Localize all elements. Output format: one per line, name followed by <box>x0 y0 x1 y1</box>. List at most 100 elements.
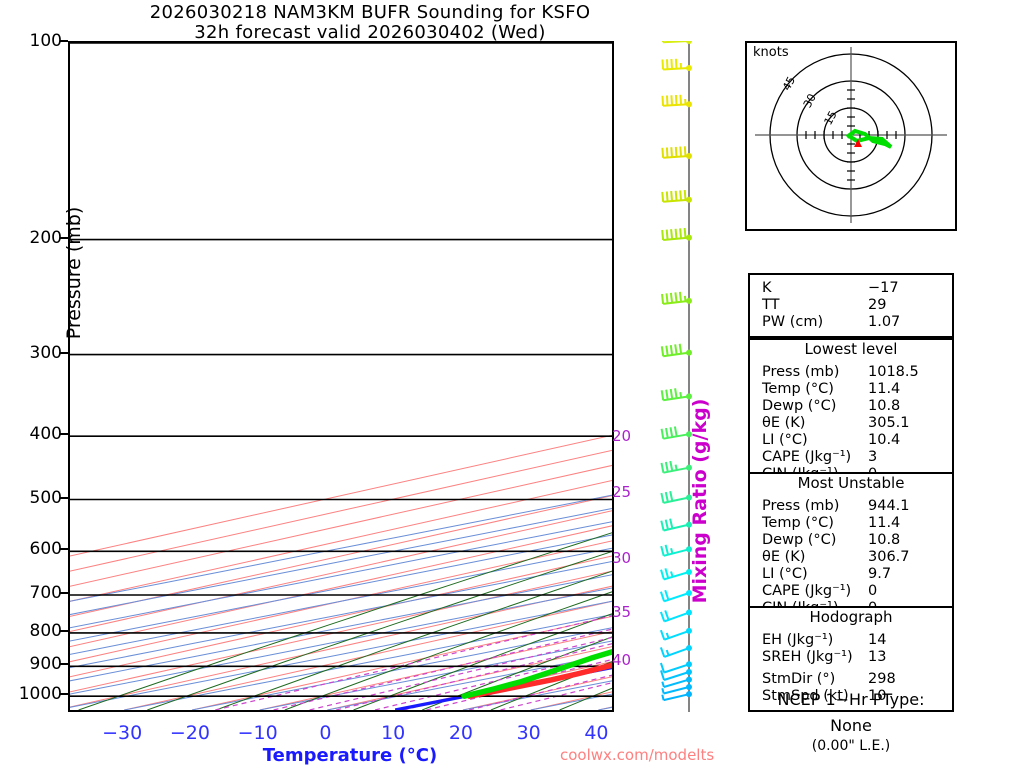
temperature-axis-label: Temperature (°C) <box>262 745 438 766</box>
wind-barb-column <box>659 41 692 712</box>
stat-key: CAPE (Jkg⁻¹) <box>762 449 852 465</box>
stat-value: 1018.5 <box>868 364 919 380</box>
wind-barb <box>661 146 692 160</box>
stat-key: Dewp (°C) <box>762 398 837 414</box>
temperature-tick--10: −10 <box>237 722 278 744</box>
pressure-tick-600: 600 <box>29 539 62 560</box>
stat-value: 0 <box>868 583 878 599</box>
stat-row: Dewp (°C) 10.8 <box>750 398 952 415</box>
wind-barb <box>660 388 692 402</box>
stat-row: SREH (Jkg⁻¹) 13 <box>750 649 952 666</box>
stat-row: LI (°C) 9.7 <box>750 566 952 583</box>
storm-motion-marker <box>854 139 862 147</box>
wind-barb <box>661 190 692 203</box>
stat-key: Temp (°C) <box>762 515 834 531</box>
stat-value: 305.1 <box>868 415 910 431</box>
ptype-panel: NCEP 1−Hr PType: None (0.00" L.E.) <box>745 690 957 754</box>
wind-barb <box>660 460 692 474</box>
stat-key: θE (K) <box>762 549 806 565</box>
stat-key: Dewp (°C) <box>762 532 837 548</box>
mixing-ratio-tick-35: 35 <box>612 603 632 621</box>
ptype-heading: NCEP 1−Hr PType: <box>773 690 929 712</box>
skewt-diagram[interactable] <box>68 41 614 712</box>
stat-key: EH (Jkg⁻¹) <box>762 632 834 648</box>
hodograph[interactable]: knots 15 30 45 <box>745 41 957 231</box>
panel-heading: Most Unstable <box>797 474 905 492</box>
stat-row: CAPE (Jkg⁻¹) 3 <box>750 449 952 466</box>
stat-key: θE (K) <box>762 415 806 431</box>
stat-key: TT <box>762 297 780 313</box>
pressure-tickmark <box>60 236 68 239</box>
wind-barb <box>660 568 692 581</box>
pressure-tickmark <box>60 548 68 551</box>
temperature-tick-0: 0 <box>319 722 332 744</box>
stat-value: 13 <box>868 649 887 665</box>
pressure-tickmark <box>60 351 68 354</box>
temperature-tick-40: 40 <box>584 722 609 744</box>
stat-key: SREH (Jkg⁻¹) <box>762 649 853 665</box>
stat-value: 9.7 <box>868 566 892 582</box>
stat-key: Press (mb) <box>762 498 840 514</box>
stat-row: θE (K) 305.1 <box>750 415 952 432</box>
stat-value: 11.4 <box>868 381 901 397</box>
stat-key: Press (mb) <box>762 364 840 380</box>
stat-value: 10.8 <box>868 398 901 414</box>
wind-barb <box>660 343 692 358</box>
stat-row: Temp (°C) 11.4 <box>750 515 952 532</box>
stat-value: 14 <box>868 632 887 648</box>
stat-value: 1.07 <box>868 314 901 330</box>
stat-key: K <box>762 280 772 296</box>
watermark: coolwx.com/modelts <box>560 746 715 764</box>
temperature-tick--20: −20 <box>169 722 210 744</box>
wind-barb <box>659 589 692 603</box>
temperature-tick-30: 30 <box>516 722 541 744</box>
stat-key: StmSpd (kt) <box>762 688 849 704</box>
stat-row: StmSpd (kt) 10 <box>750 688 952 705</box>
stat-row: Press (mb) 1018.5 <box>750 364 952 381</box>
svg-text:45: 45 <box>780 74 798 92</box>
pressure-tick-400: 400 <box>29 424 62 445</box>
ptype-value: None <box>830 716 872 735</box>
stat-row: θE (K) 306.7 <box>750 549 952 566</box>
mixing-ratio-tick-25: 25 <box>612 483 632 501</box>
wind-barb <box>661 227 692 241</box>
pressure-tick-500: 500 <box>29 487 62 508</box>
pressure-tick-100: 100 <box>29 31 62 51</box>
svg-text:15: 15 <box>822 109 840 127</box>
pressure-tick-200: 200 <box>29 227 62 248</box>
pressure-tickmark <box>60 433 68 436</box>
wind-barb <box>660 490 692 504</box>
stat-key: LI (°C) <box>762 432 808 448</box>
hodograph-units-label: knots <box>753 45 789 60</box>
pressure-tick-300: 300 <box>29 342 62 363</box>
isotherm-lines <box>70 434 612 710</box>
stat-row: EH (Jkg⁻¹) 14 <box>750 632 952 649</box>
wind-barb <box>661 676 692 688</box>
wind-barb <box>659 661 692 674</box>
pressure-tick-800: 800 <box>29 620 62 641</box>
wind-barb <box>659 627 692 641</box>
mixing-ratio-tick-20: 20 <box>612 427 632 445</box>
stat-key: CAPE (Jkg⁻¹) <box>762 583 852 599</box>
stat-key: Temp (°C) <box>762 381 834 397</box>
stat-value: 10.4 <box>868 432 901 448</box>
wind-barb <box>660 669 692 681</box>
stat-row: TT 29 <box>750 297 952 314</box>
wind-barb <box>661 41 692 44</box>
ptype-liquid-equivalent: (0.00" L.E.) <box>811 738 891 754</box>
mixing-ratio-tick-30: 30 <box>612 549 632 567</box>
pressure-tick-900: 900 <box>29 654 62 675</box>
wind-barb <box>660 426 692 440</box>
wind-barb <box>661 683 692 695</box>
stat-value: −17 <box>868 280 899 296</box>
stat-row: K −17 <box>750 280 952 297</box>
stat-row: PW (cm) 1.07 <box>750 314 952 331</box>
pressure-tick-1000: 1000 <box>18 684 62 705</box>
wind-barb <box>659 609 692 623</box>
page-subtitle: 32h forecast valid 2026030402 (Wed) <box>194 22 546 43</box>
wind-barb <box>659 645 692 658</box>
mixing-ratio-tick-40: 40 <box>612 651 632 669</box>
wind-barb <box>661 58 692 72</box>
stat-value: 10 <box>868 688 887 704</box>
